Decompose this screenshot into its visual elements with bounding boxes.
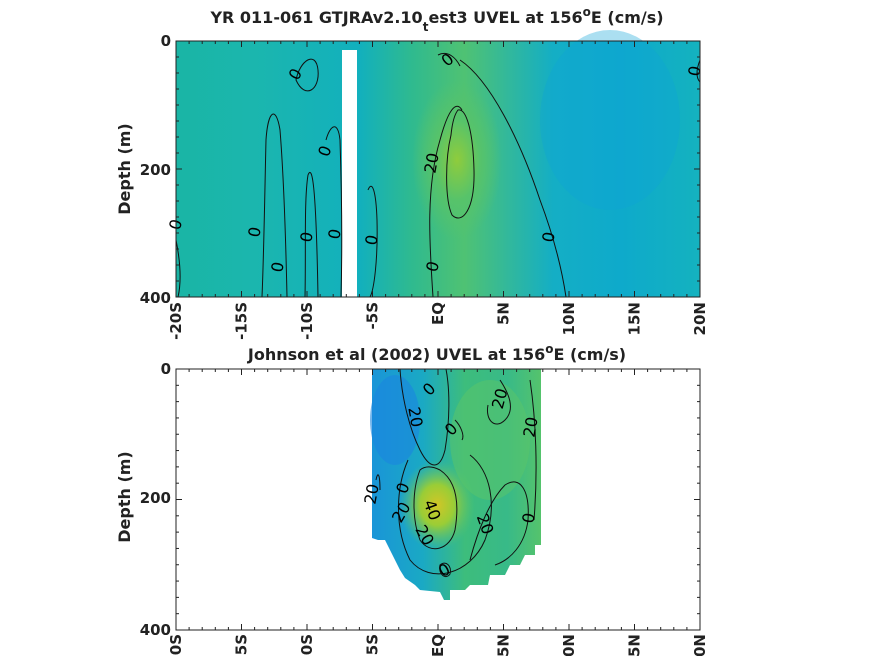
chart-2-xtick: -5S <box>364 634 382 656</box>
chart-2-xtick: 5N <box>495 634 513 656</box>
contour-label: 20 <box>519 415 541 438</box>
contour-label: 0 <box>518 511 538 524</box>
chart-1-xtick: 15N <box>626 302 644 335</box>
chart-1-xtick: EQ <box>429 302 447 325</box>
chart-1-missing-strip <box>342 50 357 297</box>
chart-1-xtick: 20N <box>691 302 709 335</box>
chart-1-xtick: 5N <box>495 302 513 325</box>
panel-2: Johnson et al (2002) UVEL at 156oE (cm/s… <box>115 342 709 656</box>
contour-line <box>529 379 537 521</box>
contour-line <box>454 419 464 441</box>
contour-label: 0 <box>422 259 443 274</box>
chart-1-ytick: 200 <box>140 161 171 179</box>
contour-line <box>325 126 343 298</box>
contour-label: 0 <box>361 233 381 246</box>
chart-1-title: YR 011-061 GTJRAv2.10test3 UVEL at 156oE… <box>209 5 663 34</box>
contour-label: 20 <box>488 386 512 411</box>
contour-line <box>304 171 319 298</box>
contour-line <box>399 368 450 466</box>
contour-label: 20 <box>360 482 382 505</box>
chart-1-ylabel: Depth (m) <box>115 123 134 215</box>
contour-label: 20 <box>404 405 426 428</box>
contour-line <box>413 466 458 550</box>
chart-1-blue-patch <box>540 30 680 210</box>
contour-line <box>459 59 567 298</box>
contour-line <box>261 113 288 298</box>
contour-line <box>429 105 463 298</box>
chart-1-ytick: 0 <box>161 32 171 50</box>
contour-line <box>367 185 378 298</box>
chart-1-jet-core <box>412 80 502 240</box>
chart-2-xtick: -20S <box>167 634 185 656</box>
contour-label: 0 <box>538 230 558 243</box>
chart-2-xtick: 15N <box>626 634 644 656</box>
chart-2-blue-patch <box>370 375 420 465</box>
chart-2-ylabel: Depth (m) <box>115 451 134 543</box>
contour-line <box>469 481 529 566</box>
chart-2-title: Johnson et al (2002) UVEL at 156oE (cm/s… <box>247 342 626 364</box>
contour-line <box>398 454 492 575</box>
chart-2-minor-ticks <box>175 368 701 631</box>
contour-line <box>439 562 451 578</box>
panel-1: YR 011-061 GTJRAv2.10test3 UVEL at 156oE… <box>115 5 709 340</box>
chart-2-xtick: 10N <box>560 634 578 656</box>
contour-label: 20 <box>420 151 442 174</box>
chart-2-xtick: 20N <box>691 634 709 656</box>
contour-line <box>295 58 319 92</box>
chart-2-xtick: -10S <box>298 634 316 656</box>
chart-1-xtick: -15S <box>233 302 251 340</box>
chart-1-xtick: -5S <box>364 302 382 329</box>
chart-2-ytick: 200 <box>140 489 171 507</box>
chart-2-xtick: EQ <box>429 634 447 656</box>
chart-1-xticks: -20S -15S -10S -5S EQ 5N 10N 15N 20N <box>167 302 709 340</box>
chart-2-ytick: 0 <box>161 360 171 378</box>
chart-1-xtick: 10N <box>560 302 578 335</box>
contour-label: 0 <box>296 230 316 243</box>
chart-1-ytick: 400 <box>140 289 171 307</box>
contour-label: 0 <box>244 225 264 238</box>
contour-label: 0 <box>267 260 287 273</box>
chart-1-xtick: -10S <box>298 302 316 340</box>
chart-1-contours <box>175 52 701 298</box>
contour-label: 0 <box>324 227 344 240</box>
chart-2-contours <box>375 368 537 578</box>
chart-2-xticks: -20S -15S -10S -5S EQ 5N 10N 15N 20N <box>167 634 709 656</box>
chart-2-ytick: 400 <box>140 621 171 639</box>
contour-line <box>486 379 511 425</box>
chart-2-jet-core <box>399 460 475 550</box>
contour-line <box>437 52 461 67</box>
contour-line <box>175 239 181 298</box>
chart-1-xtick: -20S <box>167 302 185 340</box>
contour-label: 0 <box>684 64 704 77</box>
contour-line <box>375 474 381 491</box>
chart-2-xtick: -15S <box>233 634 251 656</box>
contour-line <box>446 109 475 219</box>
chart-1-minor-ticks <box>175 40 701 298</box>
